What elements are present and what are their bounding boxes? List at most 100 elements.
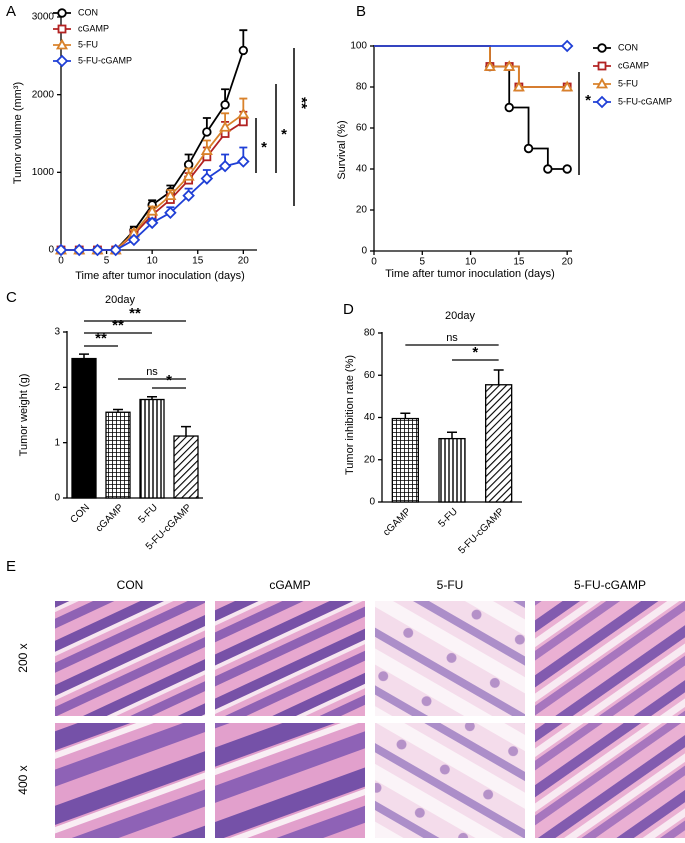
y-tick-label: 3000 — [32, 12, 55, 23]
x-tick-label: cGAMP — [381, 506, 413, 538]
x-tick-label: 5 — [104, 256, 110, 267]
marker — [72, 243, 86, 257]
marker — [561, 80, 574, 92]
legend-label: cGAMP — [618, 60, 649, 70]
legend-marker — [55, 54, 69, 68]
significance-label: ** — [112, 317, 124, 334]
panel-letter: B — [356, 3, 366, 20]
bar — [485, 384, 513, 503]
y-tick-label: 80 — [356, 82, 368, 93]
marker — [145, 216, 159, 230]
legend-label: 5-FU-cGAMP — [618, 96, 672, 106]
significance-label: ** — [95, 330, 107, 347]
x-tick-label: CON — [68, 502, 92, 526]
marker — [543, 164, 553, 174]
marker — [183, 159, 194, 170]
marker — [182, 189, 195, 202]
y-tick-label: 0 — [369, 497, 375, 508]
chart-title: 20day — [105, 294, 135, 306]
x-tick-label: 0 — [371, 257, 377, 268]
marker — [127, 233, 141, 247]
x-tick-label: 15 — [192, 256, 204, 267]
marker — [238, 45, 249, 56]
marker — [238, 117, 248, 127]
x-axis-title: Time after tumor inoculation (days) — [75, 270, 245, 282]
histology-image — [215, 601, 365, 716]
x-axis-title: Time after tumor inoculation (days) — [385, 268, 555, 280]
y-tick-label: 2000 — [32, 89, 55, 100]
survival-curve — [374, 45, 568, 88]
significance-label: ns — [146, 366, 158, 378]
marker — [512, 80, 525, 92]
y-tick-label: 40 — [356, 164, 368, 175]
marker — [483, 60, 496, 71]
histology-image — [535, 723, 685, 838]
legend-marker — [597, 61, 607, 71]
y-axis-title: Tumor weight (g) — [18, 374, 30, 457]
series-line — [61, 113, 244, 251]
x-tick-label: 0 — [58, 256, 64, 267]
legend-label: CON — [618, 42, 638, 52]
survival-curve — [374, 45, 568, 88]
legend-marker — [57, 24, 67, 34]
bar — [139, 398, 165, 499]
marker — [164, 206, 177, 219]
marker — [54, 243, 68, 257]
column-label: 5-FU-cGAMP — [574, 578, 646, 592]
marker — [237, 155, 250, 168]
legend-marker — [595, 95, 609, 109]
x-tick-label: 10 — [465, 257, 477, 268]
survival-curve — [374, 45, 568, 170]
marker — [219, 120, 232, 132]
legend-label: cGAMP — [78, 23, 109, 33]
histology-image — [375, 723, 525, 838]
x-tick-label: 5-FU-cGAMP — [456, 506, 506, 556]
y-tick-label: 1000 — [32, 167, 55, 178]
legend-label: 5-FU — [618, 78, 638, 88]
error-bar — [79, 353, 89, 359]
row-label: 200 x — [16, 643, 30, 672]
marker — [164, 189, 177, 201]
panel-letter: E — [6, 558, 16, 575]
marker — [91, 243, 104, 257]
marker — [562, 164, 572, 174]
significance-label: ** — [293, 97, 310, 109]
bar — [391, 417, 419, 503]
marker — [523, 143, 534, 154]
x-tick-label: 20 — [562, 257, 574, 268]
histology-image — [55, 601, 205, 716]
y-tick-label: 0 — [54, 493, 60, 504]
y-tick-label: 100 — [350, 41, 367, 52]
marker — [182, 169, 195, 181]
legend-marker — [595, 77, 609, 89]
marker — [202, 127, 212, 137]
error-bar — [181, 425, 191, 437]
legend-label: CON — [78, 7, 98, 17]
y-tick-label: 1 — [54, 437, 60, 448]
histology-image — [535, 601, 685, 716]
chart-title: 20day — [445, 310, 475, 322]
y-tick-label: 60 — [364, 370, 376, 381]
bar — [105, 411, 131, 499]
legend-marker — [55, 38, 69, 50]
significance-label: * — [472, 344, 478, 361]
panel-letter: C — [6, 289, 17, 306]
significance-label: * — [585, 92, 591, 109]
x-tick-label: cGAMP — [94, 502, 126, 534]
bar — [173, 435, 199, 499]
y-tick-label: 0 — [361, 246, 367, 257]
column-label: cGAMP — [269, 578, 310, 592]
y-axis-title: Tumor inhibition rate (%) — [344, 355, 356, 475]
significance-label: ns — [446, 332, 458, 344]
significance-label: ** — [129, 305, 141, 322]
panel-letter: A — [6, 3, 16, 20]
y-axis-title: Survival (%) — [336, 120, 348, 179]
x-tick-label: 10 — [147, 256, 159, 267]
marker — [504, 102, 514, 113]
y-tick-label: 80 — [364, 328, 376, 339]
histology-image — [375, 601, 525, 716]
y-tick-label: 0 — [48, 245, 54, 256]
row-label: 400 x — [16, 765, 30, 794]
marker — [146, 204, 159, 216]
x-tick-label: 15 — [513, 257, 525, 268]
